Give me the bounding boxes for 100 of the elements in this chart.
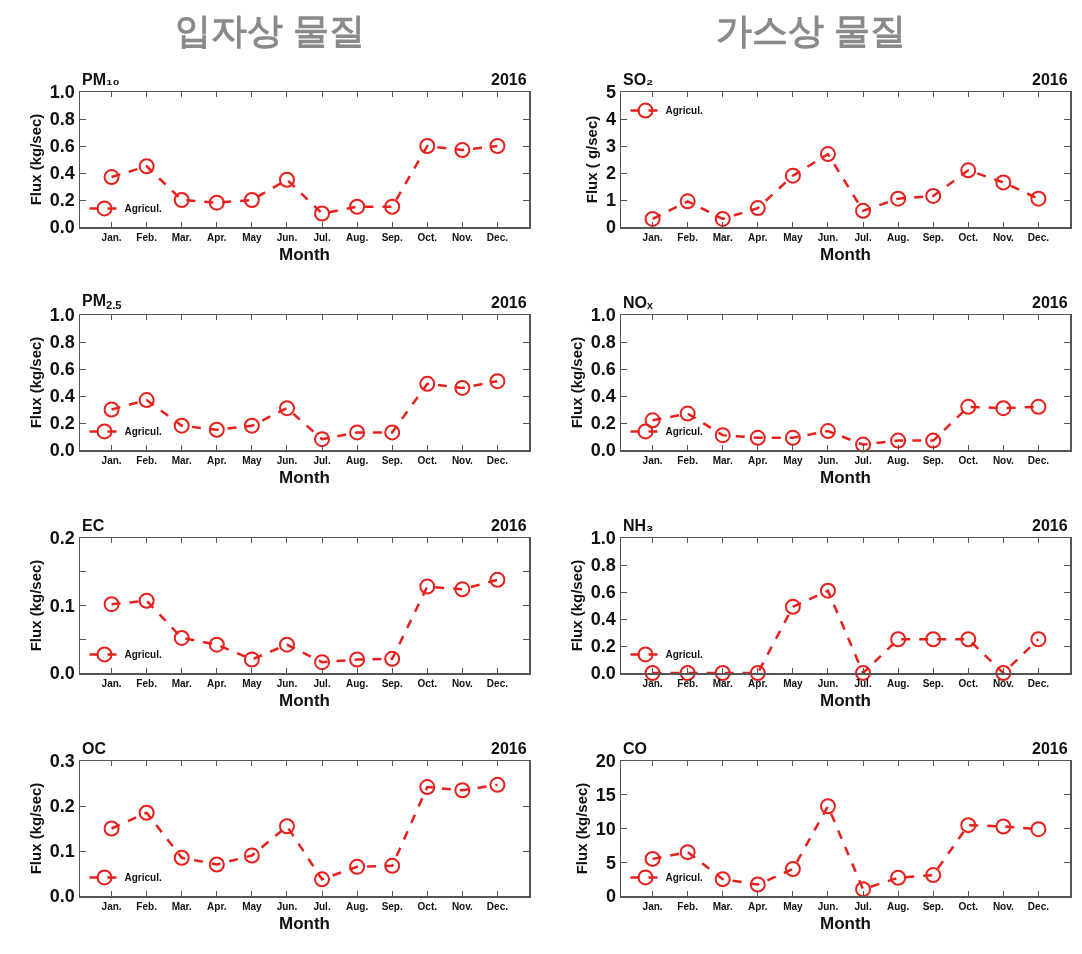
- chart-title: EC: [82, 517, 105, 534]
- point: [314, 654, 331, 671]
- x-tick-label: Oct.: [958, 677, 979, 689]
- x-tick-label: Aug.: [887, 900, 910, 912]
- x-tick-label: Oct.: [958, 900, 979, 912]
- x-axis-title: Month: [820, 244, 871, 264]
- legend-label: Agricul.: [665, 426, 703, 438]
- point: [960, 817, 977, 834]
- point: [995, 818, 1012, 835]
- text: 가스상 물질: [715, 8, 908, 53]
- x-tick-label: Jan.: [642, 454, 663, 466]
- x-axis-title: Month: [820, 467, 871, 487]
- x-tick-label: May: [783, 454, 804, 466]
- y-axis-title: Flux (kg/sec): [27, 559, 45, 652]
- point: [1030, 821, 1047, 838]
- point: [489, 138, 506, 154]
- x-tick-label: Sep.: [922, 900, 944, 912]
- x-tick-label: Aug.: [346, 900, 369, 912]
- point: [784, 861, 801, 877]
- point: [890, 631, 907, 648]
- x-tick-label: Jul.: [313, 677, 331, 689]
- y-tick-label: 0.4: [49, 386, 75, 407]
- x-tick-label: Jun.: [817, 677, 839, 689]
- x-tick-label: Dec.: [486, 231, 509, 243]
- x-tick-label: Aug.: [887, 454, 910, 466]
- y-tick-label: 0.2: [49, 190, 75, 211]
- x-tick-label: May: [242, 231, 263, 243]
- text: 2016: [491, 71, 527, 88]
- y-tick-label: 4: [605, 109, 616, 130]
- x-tick-label: Jul.: [313, 454, 331, 466]
- x-tick-label: Nov.: [992, 231, 1015, 243]
- x-tick-label: Jul.: [854, 454, 872, 466]
- point: [890, 869, 907, 886]
- point: [714, 210, 731, 227]
- x-tick-label: Feb.: [677, 454, 699, 466]
- y-tick-label: 0.0: [49, 217, 75, 238]
- y-tick-label: 3: [605, 136, 616, 157]
- x-tick-label: Nov.: [992, 454, 1015, 466]
- x-tick-label: Mar.: [712, 900, 733, 912]
- point: [349, 651, 366, 668]
- x-tick-label: Apr.: [748, 231, 768, 243]
- point: [995, 174, 1012, 191]
- x-tick-label: Dec.: [486, 900, 509, 912]
- x-tick-label: Jun.: [817, 454, 839, 466]
- x-tick-label: Nov.: [451, 677, 474, 689]
- legend-label: Agricul.: [124, 203, 162, 215]
- point: [819, 582, 836, 599]
- y-tick-label: 0.0: [590, 663, 616, 684]
- y-tick-label: 0.2: [590, 636, 616, 657]
- x-axis-title: Month: [279, 467, 330, 487]
- y-tick-label: 0.4: [49, 163, 75, 184]
- point: [138, 392, 155, 409]
- point: [925, 867, 942, 884]
- x-axis-title: Month: [279, 913, 330, 933]
- x-tick-label: Apr.: [207, 900, 227, 912]
- y-tick-label: 0.1: [49, 595, 75, 616]
- point: [749, 876, 766, 893]
- y-tick-label: 0.0: [590, 440, 616, 461]
- point: [644, 412, 661, 429]
- point: [714, 871, 731, 888]
- x-tick-label: Mar.: [171, 454, 192, 466]
- x-tick-label: Jan.: [642, 900, 663, 912]
- chart-title: SO₂: [623, 71, 654, 88]
- x-tick-label: Oct.: [417, 454, 438, 466]
- point: [819, 146, 836, 163]
- y-tick-label: 1.0: [49, 82, 75, 103]
- x-tick-label: Jun.: [276, 454, 298, 466]
- x-tick-label: Aug.: [346, 454, 369, 466]
- x-tick-label: Jul.: [854, 231, 872, 243]
- point: [819, 423, 836, 440]
- x-tick-label: Nov.: [451, 900, 474, 912]
- x-tick-label: Jun.: [276, 900, 298, 912]
- x-tick-label: Jun.: [817, 231, 839, 243]
- x-tick-label: Feb.: [136, 231, 158, 243]
- x-tick-label: Jul.: [854, 900, 872, 912]
- point: [349, 198, 366, 215]
- x-tick-label: Oct.: [417, 900, 438, 912]
- point: [278, 636, 295, 653]
- y-tick-label: 20: [595, 751, 616, 772]
- legend-label: Agricul.: [124, 426, 162, 438]
- point: [960, 398, 977, 415]
- point: [644, 850, 661, 867]
- x-tick-label: Mar.: [712, 677, 733, 689]
- x-tick-label: May: [783, 231, 804, 243]
- point: [784, 167, 801, 184]
- x-tick-label: Apr.: [207, 677, 227, 689]
- point: [103, 596, 120, 613]
- point: [278, 818, 295, 835]
- point: [890, 190, 907, 207]
- point: [208, 194, 225, 211]
- x-tick-label: Mar.: [171, 677, 192, 689]
- point: [384, 857, 401, 874]
- point: [103, 169, 120, 186]
- point: [419, 578, 436, 595]
- y-tick-label: 0.8: [49, 332, 75, 353]
- point: [173, 849, 190, 866]
- x-tick-label: Aug.: [346, 677, 369, 689]
- point: [173, 192, 190, 208]
- x-tick-label: Jan.: [101, 677, 122, 689]
- point: [208, 421, 225, 438]
